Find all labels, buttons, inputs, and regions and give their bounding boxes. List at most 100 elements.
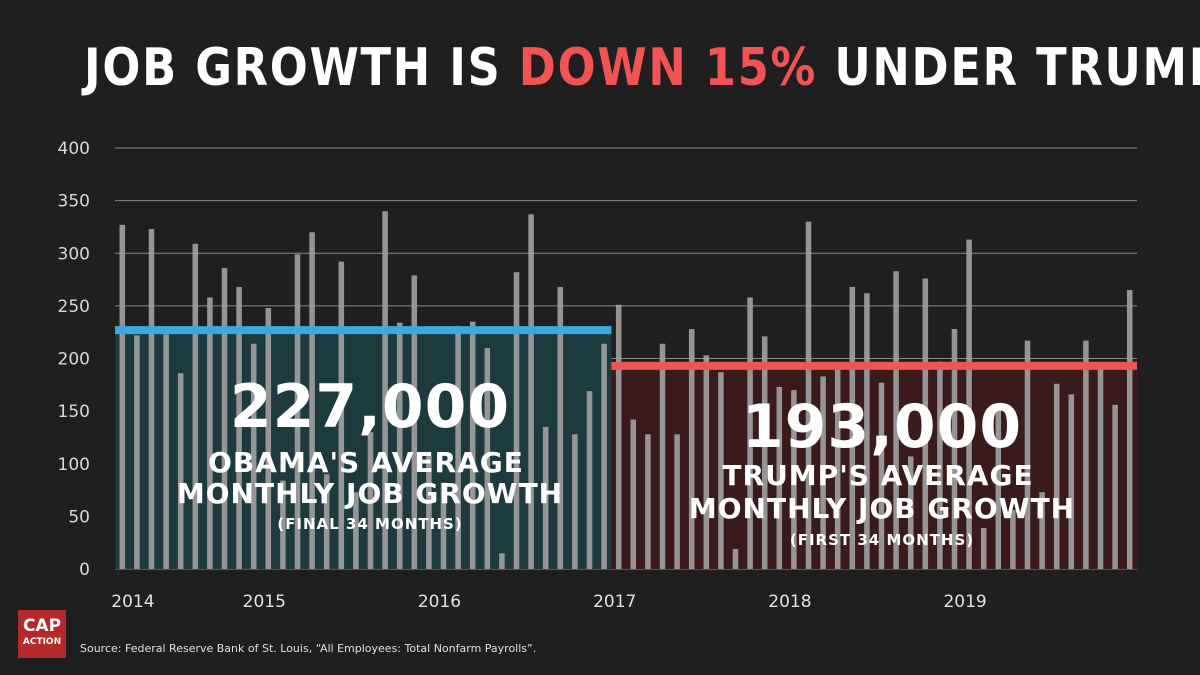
obama-average-label-1: OBAMA'S AVERAGE: [208, 446, 524, 479]
trump-average-label-1: TRUMP'S AVERAGE: [722, 459, 1033, 492]
bar: [586, 391, 593, 569]
bar: [747, 297, 753, 569]
bar: [177, 373, 184, 569]
source-note: Source: Federal Reserve Bank of St. Loui…: [80, 642, 537, 655]
y-tick-50: 50: [68, 507, 90, 527]
y-tick-100: 100: [58, 455, 90, 475]
average-lines: [115, 326, 1137, 370]
bar: [601, 343, 607, 569]
x-tick-2014: 2014: [111, 592, 154, 612]
bar: [820, 376, 826, 569]
bar: [484, 347, 491, 569]
y-tick-400: 400: [58, 139, 90, 159]
x-axis-ticks: 2014 2015 2016 2017 2018 2019: [111, 592, 986, 612]
y-axis-ticks: 0 50 100 150 200 250 300 350 400: [58, 139, 90, 580]
y-tick-0: 0: [79, 560, 90, 580]
bar: [615, 304, 622, 569]
bar: [528, 214, 534, 569]
bar: [1024, 340, 1031, 569]
bar: [791, 390, 797, 569]
bar: [499, 553, 505, 569]
bar: [893, 271, 899, 569]
bar: [440, 482, 447, 569]
title-suffix: UNDER TRUMP: [817, 38, 1200, 98]
y-tick-300: 300: [58, 244, 90, 264]
cap-action-logo: CAP ACTION: [18, 610, 66, 658]
bar: [674, 434, 680, 569]
bar: [732, 549, 739, 569]
bar: [367, 432, 374, 569]
y-tick-200: 200: [58, 350, 90, 370]
bar: [995, 409, 1002, 569]
y-tick-150: 150: [58, 402, 90, 422]
obama-average-label-2: MONTHLY JOB GROWTH: [177, 477, 563, 510]
bar: [659, 343, 666, 569]
x-tick-2017: 2017: [593, 592, 636, 612]
bar: [980, 527, 987, 569]
bar: [250, 343, 257, 569]
obama-average-note: (FINAL 34 MONTHS): [277, 515, 462, 533]
bar: [134, 335, 140, 569]
bar: [878, 382, 885, 569]
bar: [542, 426, 549, 569]
bar: [148, 229, 155, 570]
bar: [688, 329, 695, 569]
bar: [849, 286, 856, 569]
bar: [1039, 492, 1045, 569]
bar: [1068, 394, 1075, 569]
bar: [951, 329, 958, 569]
bar: [119, 224, 126, 569]
bar: [382, 211, 388, 569]
bar: [396, 322, 403, 569]
bar: [761, 336, 768, 569]
bar: [207, 297, 213, 569]
bar: [703, 355, 710, 569]
trump-average-note: (FIRST 34 MONTHS): [790, 531, 974, 549]
bar: [1053, 383, 1060, 569]
x-tick-2015: 2015: [243, 592, 286, 612]
bar: [221, 267, 228, 569]
bar: [426, 455, 432, 569]
bar: [294, 254, 301, 570]
bar: [353, 492, 359, 569]
bar: [907, 456, 914, 569]
trump-average-value: 193,000: [742, 392, 1022, 462]
logo-line-2: ACTION: [22, 637, 62, 647]
bar: [455, 325, 461, 569]
bar: [513, 272, 520, 569]
bar: [280, 480, 286, 569]
x-tick-2019: 2019: [943, 592, 986, 612]
bar: [309, 232, 315, 569]
chart-title: JOB GROWTH IS DOWN 15% UNDER TRUMP: [84, 38, 1200, 98]
bars: [119, 211, 1133, 570]
bar: [805, 221, 812, 570]
bar: [937, 361, 943, 569]
obama-average-value: 227,000: [230, 372, 510, 442]
bar: [411, 275, 418, 569]
y-tick-350: 350: [58, 192, 90, 212]
bar: [864, 293, 870, 569]
bar: [1083, 340, 1089, 569]
bar: [645, 434, 651, 569]
title-prefix: JOB GROWTH IS: [84, 38, 519, 98]
bar: [338, 261, 345, 569]
x-tick-2018: 2018: [768, 592, 811, 612]
x-tick-2016: 2016: [418, 592, 461, 612]
y-tick-250: 250: [58, 297, 90, 317]
bar: [236, 286, 242, 569]
bar: [718, 372, 724, 569]
bar: [922, 278, 929, 569]
bar: [192, 243, 199, 569]
trump-average-label-2: MONTHLY JOB GROWTH: [689, 492, 1075, 525]
bar: [1126, 290, 1133, 569]
bar: [776, 386, 783, 569]
trump-average-region: [611, 365, 1137, 569]
bar: [323, 474, 330, 569]
title-highlight: DOWN 15%: [518, 38, 818, 98]
bar: [557, 286, 564, 569]
bar: [572, 434, 578, 569]
bar: [1010, 510, 1016, 569]
bar: [834, 362, 841, 569]
bar: [163, 334, 169, 569]
bar: [469, 321, 476, 569]
